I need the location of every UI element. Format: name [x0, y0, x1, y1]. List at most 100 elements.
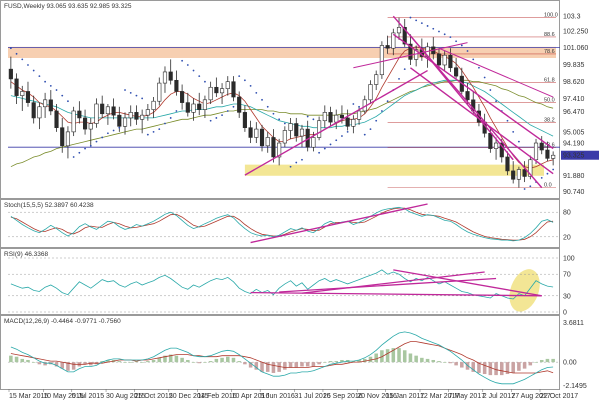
psar-dot — [215, 117, 218, 119]
stoch-trendline — [250, 203, 428, 244]
x-axis-label: 5 Jul 2015 — [72, 393, 104, 400]
candle-up — [140, 114, 145, 120]
psar-dot — [181, 59, 184, 62]
macd-histogram-bar — [340, 359, 344, 363]
macd-histogram-bar — [511, 362, 515, 373]
candle-up — [43, 99, 48, 108]
y-axis-label: 95.005 — [563, 129, 585, 136]
stochastic-layer: 80 20 — [8, 203, 571, 244]
macd-histogram-bar — [20, 358, 25, 363]
candle-up — [65, 131, 71, 147]
candle-down — [505, 156, 510, 172]
candle-down — [294, 123, 299, 137]
macd-histogram-bar — [425, 358, 430, 363]
candle-up — [528, 159, 533, 177]
x-axis-label: 22 Oct 2017 — [540, 393, 578, 400]
candle-down — [248, 127, 253, 138]
candle-down — [111, 106, 116, 116]
candle-down — [339, 114, 345, 119]
psar-dot — [380, 110, 383, 112]
macd-histogram-bar — [545, 358, 550, 363]
x-axis-label: 7 May 2017 — [449, 393, 486, 400]
rsi-line — [10, 269, 554, 300]
candle-up — [356, 110, 362, 120]
psar-dot — [506, 119, 509, 122]
psar-dot — [221, 114, 223, 117]
macd-histogram-bar — [323, 362, 327, 363]
macd-histogram-bar — [539, 359, 544, 363]
x-axis-label: 2 Jul 2017 — [483, 393, 515, 400]
candle-down — [408, 43, 413, 60]
candle-down — [259, 128, 265, 147]
candle-up — [493, 142, 499, 149]
macd-histogram-bar — [203, 362, 207, 363]
rsi-trendline-falling — [393, 269, 542, 297]
psar-dot — [15, 52, 18, 55]
psar-dot — [135, 94, 138, 97]
psar-dot — [318, 151, 321, 154]
macd-pane — [0, 315, 560, 390]
candle-down — [465, 91, 470, 101]
candle-up — [368, 84, 373, 101]
candle-up — [277, 142, 282, 158]
psar-dot — [32, 69, 35, 72]
psar-dot — [512, 130, 515, 133]
macd-histogram-bar — [106, 359, 110, 363]
main-title: FUSD,Weekly 93.065 93.635 92.985 93.325 — [4, 3, 132, 10]
psar-dot — [118, 126, 121, 129]
macd-histogram-bar — [168, 354, 173, 363]
rsi-level-label: 70 — [563, 272, 571, 279]
candle-down — [48, 99, 53, 112]
psar-dot — [249, 84, 252, 87]
macd-histogram-bar — [522, 362, 527, 369]
macd-histogram-bar — [37, 362, 42, 365]
macd-histogram-bar — [254, 362, 259, 370]
macd-histogram-bar — [14, 356, 19, 363]
psar-dot — [255, 91, 258, 94]
macd-histogram-bar — [191, 362, 196, 363]
candle-down — [402, 27, 407, 45]
macd-histogram-bar — [163, 355, 167, 363]
macd-histogram-bar — [402, 350, 407, 363]
y-axis-label: 99.835 — [563, 62, 585, 69]
macd-histogram-bar — [374, 353, 378, 363]
macd-histogram-bar — [391, 348, 396, 363]
candle-up — [533, 142, 539, 161]
y-axis-label: 90.740 — [563, 189, 585, 196]
rsi-level-label: 100 — [563, 256, 575, 263]
psar-dot — [478, 66, 480, 69]
macd-histogram-bar — [151, 359, 156, 363]
candle-down — [436, 53, 442, 66]
x-axis-label: 25 Oct 2015 — [135, 393, 173, 400]
x-axis-label: 10 May 2015 — [43, 393, 84, 400]
psar-dot — [517, 140, 520, 143]
psar-dot — [192, 69, 195, 72]
psar-dot — [283, 122, 286, 125]
psar-dot — [301, 158, 303, 161]
psar-dot — [409, 16, 412, 19]
candle-up — [20, 91, 25, 96]
candle-down — [345, 117, 350, 127]
candle-up — [254, 128, 259, 138]
candle-down — [237, 96, 242, 113]
macd-histogram-bar — [397, 348, 401, 363]
macd-histogram-bar — [334, 361, 338, 363]
y-axis-label: 102.250 — [563, 28, 588, 35]
macd-histogram-bar — [220, 357, 224, 363]
rsi-highlight — [509, 269, 540, 312]
psar-dot — [306, 115, 309, 118]
x-axis-label: 20 Dec 2015 — [169, 393, 209, 400]
psar-dot — [363, 133, 366, 136]
psar-dot — [489, 89, 492, 91]
trendlines-layer — [244, 15, 554, 189]
macd-histogram-bar — [448, 362, 453, 364]
psar-dot — [152, 130, 155, 133]
macd-line — [10, 331, 554, 385]
candle-down — [499, 142, 504, 158]
candle-down — [328, 112, 333, 123]
support-band — [244, 164, 545, 176]
macd-histogram-bar — [494, 362, 498, 376]
psar-dot — [398, 78, 400, 80]
candle-down — [448, 54, 453, 69]
